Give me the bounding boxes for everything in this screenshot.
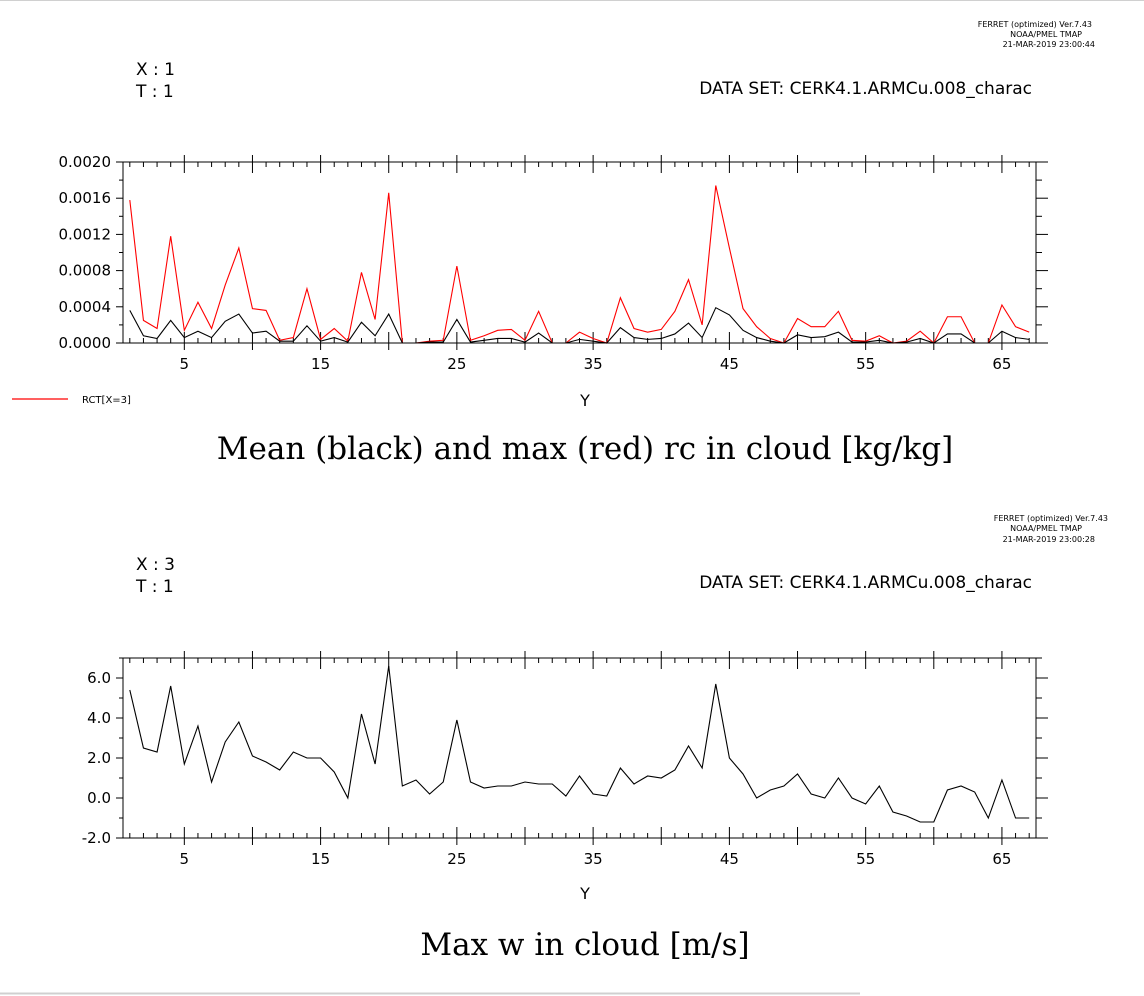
y-tick-label: 0.0 <box>87 789 111 807</box>
y-tick-label: 0.0012 <box>59 225 112 243</box>
y-tick-label: 0.0000 <box>59 334 112 352</box>
panel1-frame <box>122 161 1037 344</box>
panel1-data-points <box>129 185 1030 344</box>
panel1-header: FERRET (optimized) Ver.7.43 NOAA/PMEL TM… <box>135 20 1095 102</box>
y-tick-label: 6.0 <box>87 669 111 687</box>
x-tick-label: 5 <box>180 355 190 373</box>
x-tick-label: 65 <box>992 850 1011 868</box>
panel2-dataset: DATA SET: CERK4.1.ARMCu.008_charac <box>699 573 1032 593</box>
panel1-ferret-org: NOAA/PMEL TMAP <box>1010 30 1082 39</box>
y-tick-label: 0.0004 <box>59 298 112 316</box>
series-line-1 <box>129 306 1030 344</box>
series-line-0 <box>129 185 1030 344</box>
panel1-y-tick-labels: 0.0000 0.0004 0.0008 0.0012 0.0016 0.0020 <box>59 153 112 352</box>
y-tick-label: 0.0008 <box>59 262 112 280</box>
panel1-series-lines <box>129 185 1030 344</box>
y-tick-label: 2.0 <box>87 749 111 767</box>
y-tick-label: 0.0020 <box>59 153 112 171</box>
panel1-title: Mean (black) and max (red) rc in cloud [… <box>217 431 954 467</box>
panel2-ferret-version: FERRET (optimized) Ver.7.43 <box>994 514 1108 523</box>
panel1-ferret-timestamp: 21-MAR-2019 23:00:44 <box>1003 40 1095 49</box>
x-tick-label: 55 <box>856 850 875 868</box>
panel2-title: Max w in cloud [m/s] <box>420 927 749 963</box>
x-tick-label: 55 <box>856 355 875 373</box>
panel1-dataset: DATA SET: CERK4.1.ARMCu.008_charac <box>699 79 1032 99</box>
y-tick-label: -2.0 <box>82 829 111 847</box>
panel2-header: FERRET (optimized) Ver.7.43 NOAA/PMEL TM… <box>135 514 1108 597</box>
x-tick-label: 15 <box>311 850 330 868</box>
x-tick-label: 25 <box>447 355 466 373</box>
panel1-x-tick-labels: 5 15 25 35 45 55 65 <box>180 355 1012 373</box>
x-tick-label: 45 <box>720 850 739 868</box>
panel1-x-info: X : 1 <box>136 60 175 80</box>
x-tick-label: 25 <box>447 850 466 868</box>
panel2-axis-ticks <box>116 651 1048 845</box>
panel2-x-info: X : 3 <box>136 555 175 575</box>
panel2-y-tick-labels: -2.0 0.0 2.0 4.0 6.0 <box>82 669 111 847</box>
panel1-t-info: T : 1 <box>135 82 174 102</box>
panel1-legend: RCT[X=3] <box>12 395 131 406</box>
panel2-series-lines <box>129 665 1030 823</box>
panel2-plot: -2.0 0.0 2.0 4.0 6.0 5 15 25 35 45 55 65 Y <box>82 651 1048 903</box>
panel2-t-info: T : 1 <box>135 577 174 597</box>
x-tick-label: 65 <box>992 355 1011 373</box>
panel2-data-points <box>129 665 1030 823</box>
panel2-x-axis-label: Y <box>579 884 590 903</box>
panel2-frame <box>122 657 1037 839</box>
legend-label: RCT[X=3] <box>82 395 131 406</box>
panel1-ferret-version: FERRET (optimized) Ver.7.43 <box>978 20 1092 29</box>
panel2-ferret-org: NOAA/PMEL TMAP <box>1010 524 1082 533</box>
series-line-0 <box>129 665 1030 823</box>
y-tick-label: 0.0016 <box>59 189 112 207</box>
panel1-x-axis-label: Y <box>579 391 590 410</box>
panel1-axis-ticks <box>116 155 1048 350</box>
x-tick-label: 35 <box>584 355 603 373</box>
x-tick-label: 45 <box>720 355 739 373</box>
x-tick-label: 15 <box>311 355 330 373</box>
panel1-plot: 0.0000 0.0004 0.0008 0.0012 0.0016 0.0020 5 15… <box>59 153 1048 410</box>
panel2-x-tick-labels: 5 15 25 35 45 55 65 <box>180 850 1012 868</box>
x-tick-label: 5 <box>180 850 190 868</box>
y-tick-label: 4.0 <box>87 709 111 727</box>
panel2-ferret-timestamp: 21-MAR-2019 23:00:28 <box>1003 535 1095 544</box>
x-tick-label: 35 <box>584 850 603 868</box>
